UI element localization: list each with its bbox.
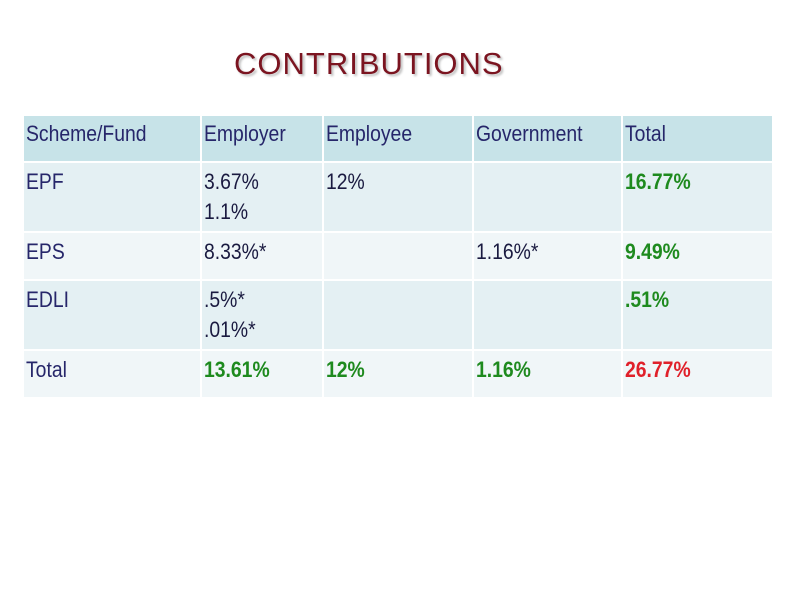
cell-government: 1.16%* [472, 231, 623, 281]
header-employee: Employee [322, 114, 474, 163]
cell-employer: 8.33%* [200, 231, 324, 281]
cell-employer: 3.67% 1.1% [200, 161, 324, 233]
cell-government: 1.16% [472, 349, 623, 399]
cell-government [472, 161, 623, 233]
cell-employee [322, 279, 474, 351]
header-row: Scheme/Fund Employer Employee Government… [22, 114, 774, 163]
header-government: Government [472, 114, 623, 163]
cell-total: 9.49% [621, 231, 774, 281]
table-row-eps: EPS 8.33%* 1.16%* 9.49% [22, 231, 774, 281]
table-row-total: Total 13.61% 12% 1.16% 26.77% [22, 349, 774, 399]
cell-grand-total: 26.77% [621, 349, 774, 399]
cell-employer: .5%* .01%* [200, 279, 324, 351]
slide-title: CONTRIBUTIONS [234, 46, 504, 81]
cell-scheme: Total [22, 349, 202, 399]
header-employer: Employer [200, 114, 324, 163]
table-row-epf: EPF 3.67% 1.1% 12% 16.77% [22, 161, 774, 233]
cell-employer: 13.61% [200, 349, 324, 399]
cell-employee: 12% [322, 161, 474, 233]
cell-employee: 12% [322, 349, 474, 399]
cell-scheme: EDLI [22, 279, 202, 351]
header-total: Total [621, 114, 774, 163]
cell-total: .51% [621, 279, 774, 351]
table-row-edli: EDLI .5%* .01%* .51% [22, 279, 774, 351]
contributions-table: Scheme/Fund Employer Employee Government… [22, 114, 774, 399]
cell-scheme: EPF [22, 161, 202, 233]
cell-total: 16.77% [621, 161, 774, 233]
cell-employee [322, 231, 474, 281]
cell-government [472, 279, 623, 351]
cell-scheme: EPS [22, 231, 202, 281]
header-scheme-fund: Scheme/Fund [22, 114, 202, 163]
